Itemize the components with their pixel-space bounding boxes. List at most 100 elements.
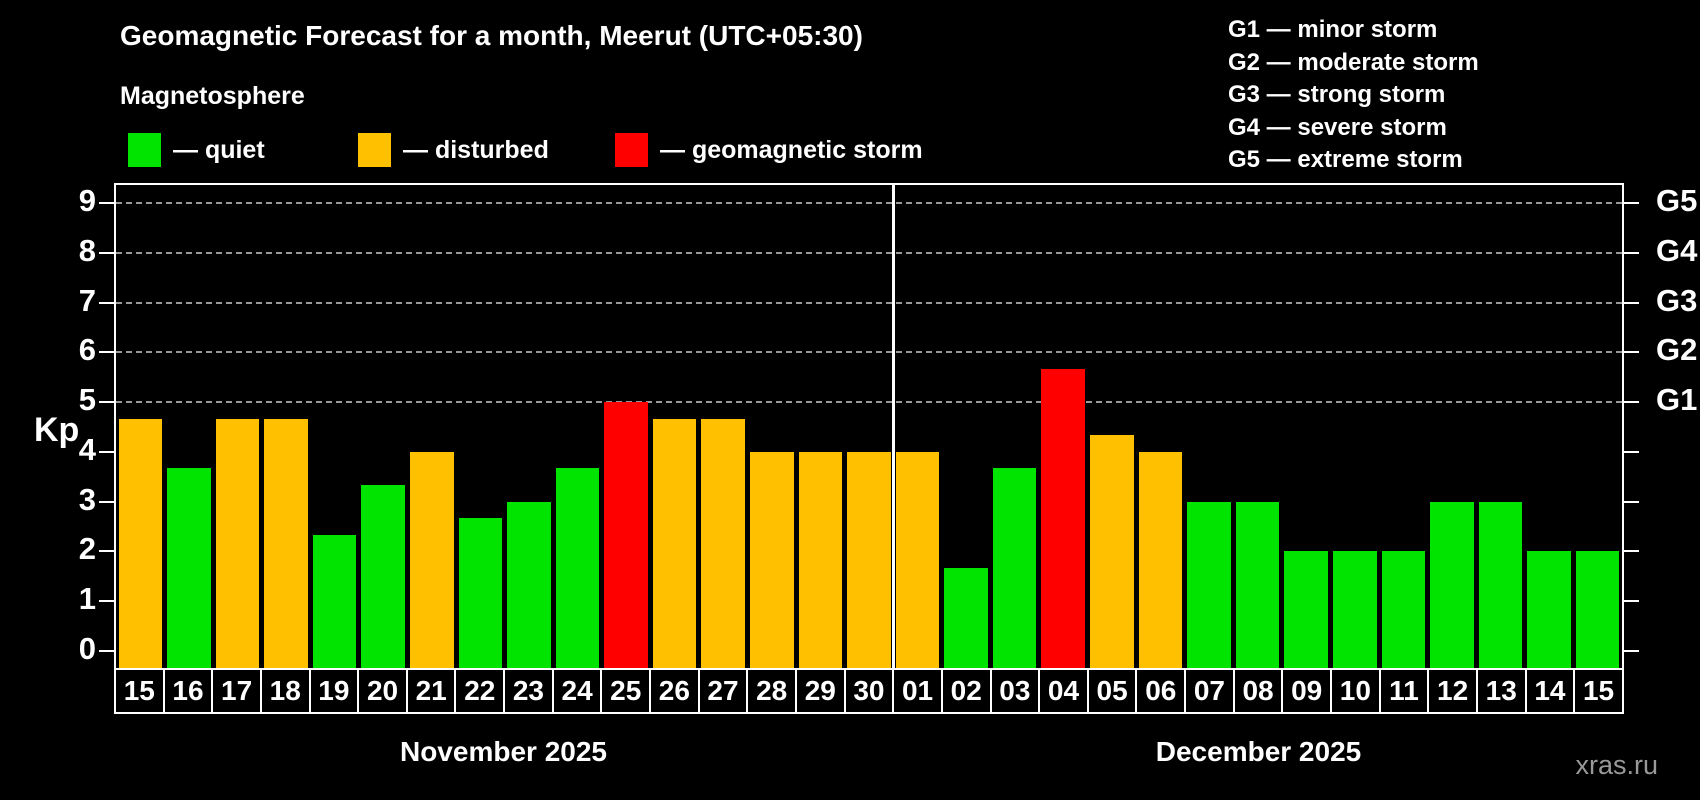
month-label-december: December 2025 xyxy=(1155,736,1362,767)
kp-bar-quiet xyxy=(1430,501,1474,668)
kp-bar-quiet xyxy=(458,518,503,668)
kp-bar-disturbed xyxy=(1090,435,1134,668)
g-axis-tick xyxy=(1624,251,1639,254)
kp-bar-slot xyxy=(1330,185,1379,668)
y-axis-tick xyxy=(99,401,114,404)
g-axis-tick xyxy=(1624,351,1639,354)
kp-bar-quiet xyxy=(507,501,551,668)
y-axis-tick-label: 8 xyxy=(78,232,96,268)
g-scale-legend-line: G4 — severe storm xyxy=(1228,113,1447,141)
g-axis-tick xyxy=(1624,301,1639,304)
legend-item-quiet: — quiet xyxy=(128,132,265,168)
g-axis-label: G5 xyxy=(1656,182,1698,218)
kp-bar-quiet xyxy=(1284,551,1328,668)
chart-subtitle: Magnetosphere xyxy=(120,82,305,110)
kp-bar-quiet xyxy=(361,485,405,668)
day-label: 07 xyxy=(1184,668,1235,714)
kp-bar-disturbed xyxy=(750,451,794,668)
day-label: 09 xyxy=(1281,668,1333,714)
kp-bar-disturbed xyxy=(215,418,260,668)
kp-bar-slot xyxy=(165,185,214,668)
kp-bar-storm xyxy=(604,402,648,668)
day-label: 12 xyxy=(1427,668,1478,714)
kp-bar-slot xyxy=(553,185,602,668)
gridline xyxy=(116,251,1622,254)
kp-bar-slot xyxy=(845,185,894,668)
day-label: 27 xyxy=(697,668,749,714)
y-axis-tick xyxy=(99,301,114,304)
kp-bar-quiet xyxy=(1332,551,1377,668)
day-label: 20 xyxy=(357,668,408,714)
day-label: 30 xyxy=(843,668,895,714)
day-label: 02 xyxy=(940,668,992,714)
day-label: 25 xyxy=(600,668,652,714)
y-axis-tick-label: 2 xyxy=(78,531,96,567)
g-axis-label: G2 xyxy=(1656,332,1698,368)
g-axis-label: G4 xyxy=(1656,232,1698,268)
day-label: 28 xyxy=(746,668,797,714)
gridline xyxy=(116,301,1622,304)
gridline xyxy=(116,401,1622,404)
kp-bar-quiet xyxy=(992,468,1037,668)
g-scale-legend-line: G1 — minor storm xyxy=(1228,16,1438,43)
kp-bar-disturbed xyxy=(1138,451,1183,668)
gridline xyxy=(116,201,1622,204)
kp-bar-slot xyxy=(505,185,554,668)
day-label: 14 xyxy=(1524,668,1576,714)
g-scale-legend: G1 — minor storm G2 — moderate storm G3 … xyxy=(1228,14,1479,177)
kp-bar-quiet xyxy=(1478,501,1523,668)
kp-bar-slot xyxy=(116,185,165,668)
kp-bar-slot xyxy=(213,185,262,668)
day-label: 04 xyxy=(1038,668,1089,714)
kp-bar-slot xyxy=(893,185,942,668)
legend-label-storm: — geomagnetic storm xyxy=(660,135,923,164)
kp-bar-slot xyxy=(1573,185,1622,668)
kp-bar-disturbed xyxy=(264,418,308,668)
kp-bar-slot xyxy=(1379,185,1428,668)
y-axis-tick xyxy=(99,351,114,354)
kp-bar-slot xyxy=(1088,185,1137,668)
kp-bar-slot xyxy=(1185,185,1234,668)
kp-bar-quiet xyxy=(1527,551,1571,668)
kp-bar-slot xyxy=(699,185,748,668)
day-label: 26 xyxy=(649,668,700,714)
kp-bar-slot xyxy=(310,185,359,668)
g-axis-tick xyxy=(1624,550,1639,553)
y-axis-tick-label: 0 xyxy=(78,631,96,667)
kp-bar-disturbed xyxy=(118,418,163,668)
kp-bar-slot xyxy=(1039,185,1088,668)
day-label: 21 xyxy=(405,668,457,714)
day-label: 15 xyxy=(1573,668,1624,714)
kp-axis-label: Kp xyxy=(34,411,80,449)
disturbed-color-swatch xyxy=(358,133,391,167)
g-axis-tick xyxy=(1624,600,1639,603)
kp-bar-disturbed xyxy=(409,451,454,668)
day-label: 29 xyxy=(794,668,846,714)
kp-bar-slot xyxy=(990,185,1039,668)
kp-bar-slot xyxy=(359,185,408,668)
kp-bar-quiet xyxy=(1575,551,1620,668)
day-label: 08 xyxy=(1232,668,1284,714)
storm-color-swatch xyxy=(615,133,648,167)
y-axis-tick xyxy=(99,600,114,603)
kp-bar-slot xyxy=(748,185,797,668)
day-label: 10 xyxy=(1330,668,1381,714)
month-label-november: November 2025 xyxy=(399,736,607,767)
g-axis-tick xyxy=(1624,650,1639,653)
y-axis-tick-label: 5 xyxy=(78,382,96,418)
day-label: 17 xyxy=(211,668,262,714)
kp-bar-slot xyxy=(1476,185,1525,668)
day-label: 15 xyxy=(114,668,165,714)
y-axis-tick xyxy=(99,450,114,453)
kp-bar-slot xyxy=(1428,185,1477,668)
day-label: 24 xyxy=(551,668,603,714)
kp-bar-disturbed xyxy=(847,451,891,668)
page-title: Geomagnetic Forecast for a month, Meerut… xyxy=(120,20,863,51)
kp-bar-slot xyxy=(1136,185,1185,668)
g-axis-tick xyxy=(1624,401,1639,404)
kp-bar-disturbed xyxy=(652,418,697,668)
kp-bar-quiet xyxy=(944,567,988,668)
day-axis: 15 16 17 18 19 20 21 22 23 24 25 26 27 28 29 30 01 02 03 04… xyxy=(114,668,1624,714)
kp-bar-disturbed xyxy=(798,451,843,668)
